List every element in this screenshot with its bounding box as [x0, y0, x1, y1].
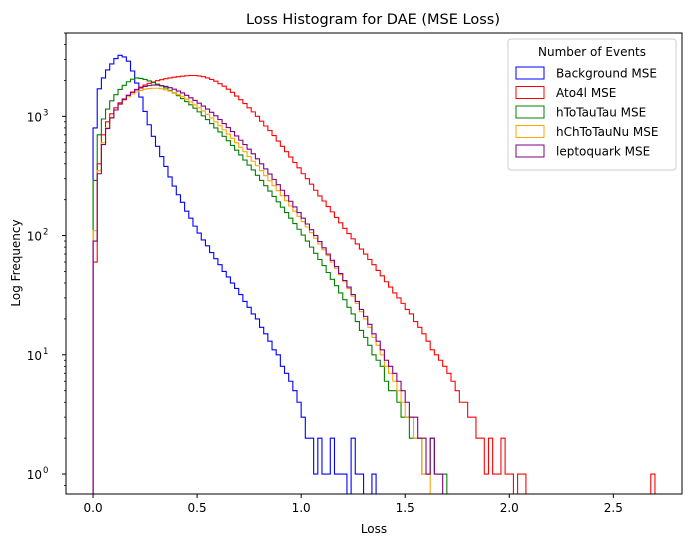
x-tick-label: 2.0 [500, 501, 519, 515]
x-tick-label: 2.5 [604, 501, 623, 515]
series-ato4l-mse [92, 74, 656, 494]
y-tick-label: 10 [27, 230, 42, 244]
y-tick-label: 10 [27, 349, 42, 363]
x-tick-label: 0.0 [84, 501, 103, 515]
y-tick-exponent: 1 [43, 347, 48, 357]
x-tick-label: 1.0 [292, 501, 311, 515]
y-tick-label: 10 [27, 468, 42, 482]
legend-swatch [515, 86, 545, 99]
legend-label: hToTauTau MSE [556, 106, 646, 120]
legend-swatch [515, 125, 545, 138]
x-axis-label: Loss [361, 522, 387, 536]
series-leptoquark-mse [92, 84, 444, 494]
legend-label: leptoquark MSE [556, 145, 650, 159]
y-tick-exponent: 3 [43, 108, 48, 118]
y-tick-exponent: 0 [43, 466, 48, 476]
legend: Number of Events Background MSE Ato4l MSE… [507, 38, 677, 171]
legend-label: Background MSE [556, 67, 657, 81]
legend-swatch [515, 105, 545, 119]
x-tick-label: 1.5 [396, 501, 415, 515]
legend-swatch [515, 144, 545, 158]
x-tick-label: 0.5 [188, 501, 207, 515]
legend-title: Number of Events [538, 45, 646, 59]
y-axis-label: Log Frequency [9, 219, 23, 306]
series-htotautau-mse [92, 77, 448, 494]
y-tick-label: 10 [27, 110, 42, 124]
series-background-mse [92, 54, 377, 494]
y-tick-exponent: 2 [43, 228, 48, 238]
series-hchtotaunu-mse [92, 87, 431, 494]
x-axis: 0.0 0.5 1.0 1.5 2.0 2.5 [84, 494, 623, 515]
legend-items: Background MSE Ato4l MSE hToTauTau MSE hChT… [515, 66, 658, 159]
chart-title: Loss Histogram for DAE (MSE Loss) [246, 12, 500, 28]
plot-frame [65, 32, 683, 495]
legend-label: Ato4l MSE [556, 86, 616, 100]
legend-swatch [515, 66, 545, 80]
series-layer [92, 54, 656, 494]
legend-box [507, 38, 677, 171]
legend-label: hChToTauNu MSE [556, 125, 658, 139]
